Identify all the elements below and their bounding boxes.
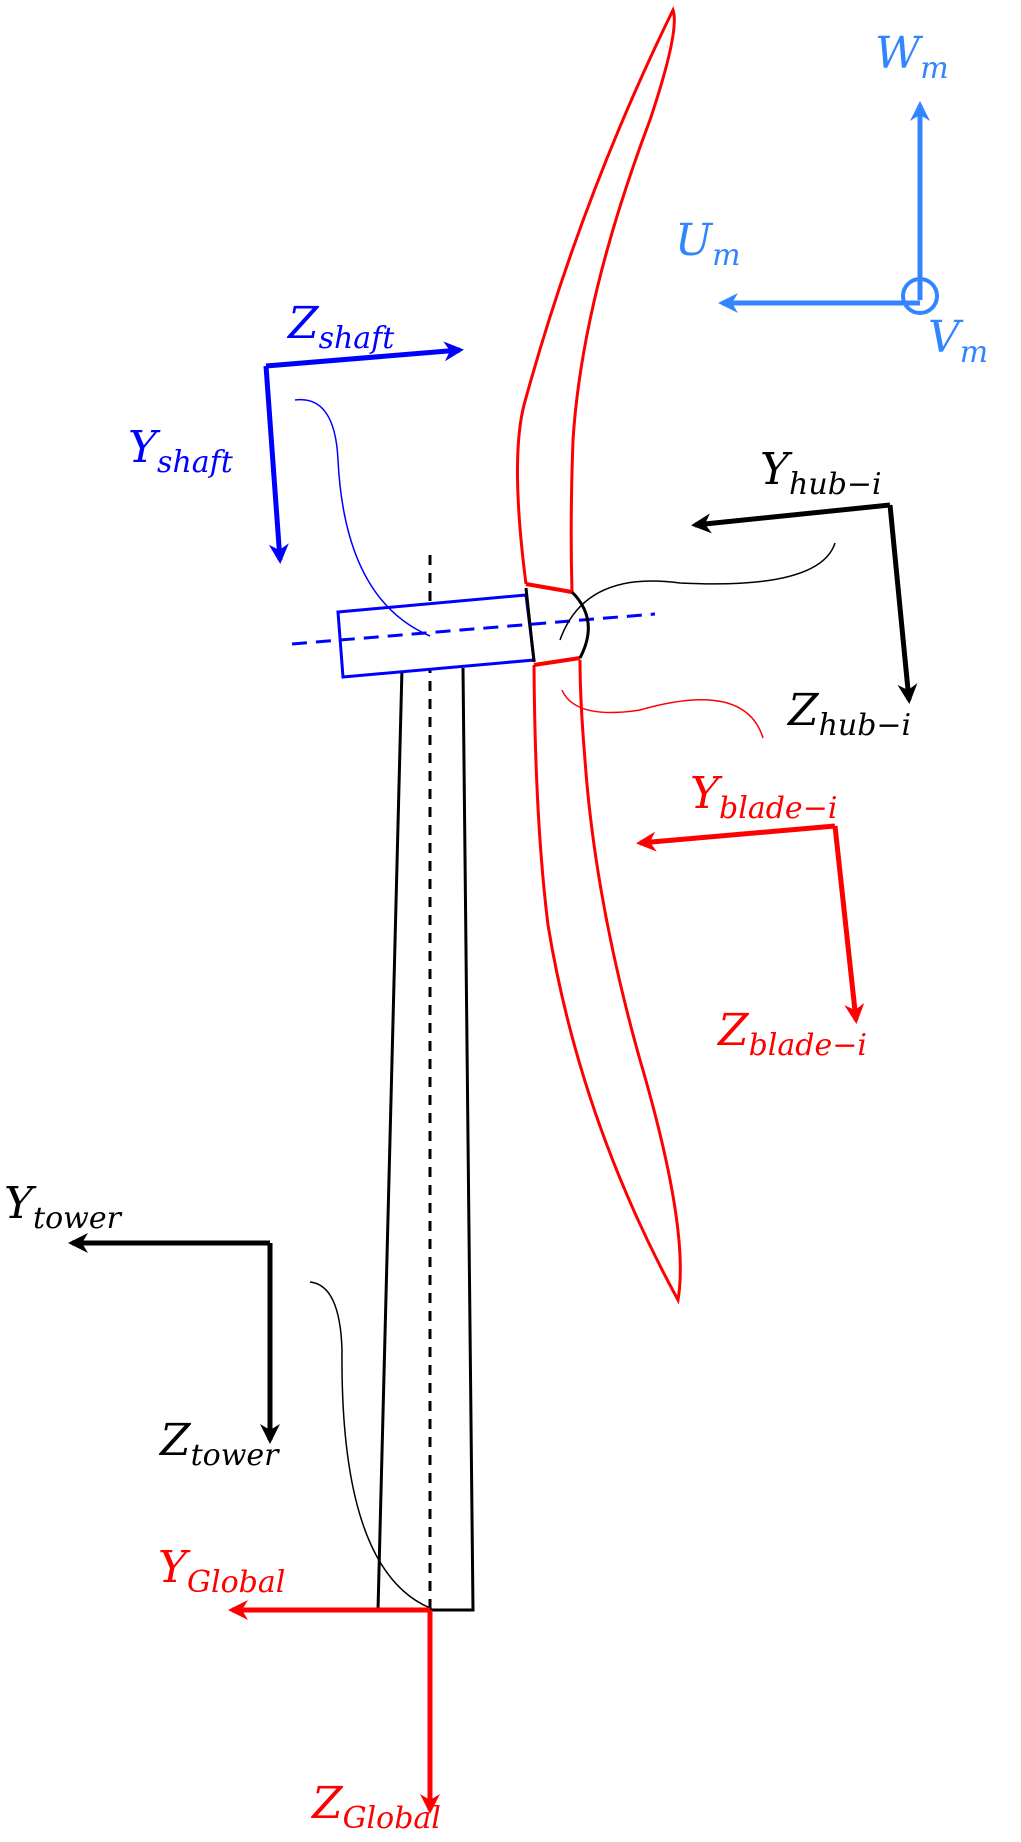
upper-blade-outline [516, 6, 676, 593]
shaft-axis [291, 612, 656, 646]
label-z-global: ZGlobal [310, 1778, 441, 1836]
v-m-out-of-page-symbol [901, 277, 939, 315]
tower-frame [68, 1233, 280, 1444]
blade-root-lower [533, 656, 581, 667]
y-hub-arrow [691, 502, 891, 534]
nacelle-outline [336, 593, 536, 679]
y-shaft-arrow [263, 365, 289, 564]
hub-nose [570, 590, 590, 659]
shaft-leader-line [294, 398, 431, 637]
blade-leader-line [561, 689, 764, 739]
blade-root-upper [525, 582, 573, 594]
label-w-m: Wm [875, 28, 949, 86]
tower [376, 555, 475, 1612]
tower-outline [376, 667, 475, 1612]
label-u-m: Um [675, 215, 741, 273]
label-z-blade: Zblade−i [716, 1005, 867, 1063]
hub-leader-line [559, 542, 836, 641]
label-y-blade: Yblade−i [690, 768, 837, 826]
label-y-global: YGlobal [158, 1542, 285, 1600]
lower-blade-outline [532, 659, 682, 1305]
shaft-frame [263, 341, 464, 564]
tower-leader-line [309, 1281, 431, 1609]
z-blade-arrow [832, 825, 865, 1024]
measurement-frame [718, 101, 939, 315]
label-z-shaft: Zshaft [286, 298, 395, 356]
label-y-shaft: Yshaft [128, 422, 234, 480]
blade [516, 6, 682, 1305]
z-shaft-arrow [265, 341, 464, 369]
hub-face [524, 587, 536, 663]
z-hub-arrow [887, 504, 918, 704]
blade-frame [636, 823, 865, 1024]
label-y-hub: Yhub−i [760, 444, 882, 502]
label-z-tower: Ztower [158, 1415, 280, 1473]
y-blade-arrow [636, 823, 836, 852]
global-frame [228, 1600, 440, 1814]
label-y-tower: Ytower [4, 1178, 123, 1236]
shaft [291, 593, 656, 679]
hub-frame [691, 502, 918, 704]
label-z-hub: Zhub−i [786, 685, 911, 743]
label-v-m: Vm [928, 312, 988, 370]
